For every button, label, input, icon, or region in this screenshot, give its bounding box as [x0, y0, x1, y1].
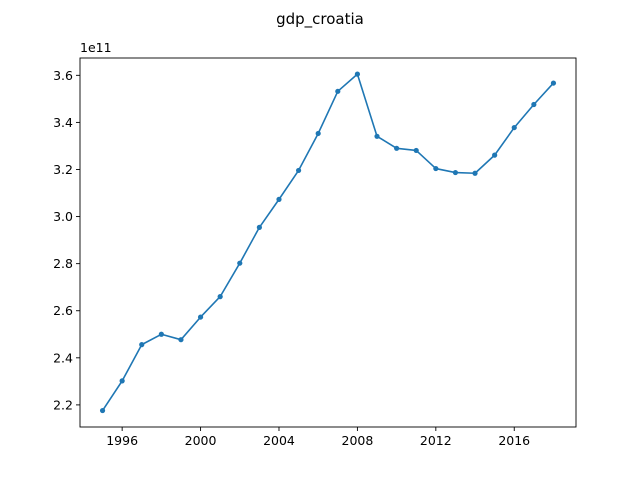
data-point [472, 170, 478, 176]
data-point [237, 260, 243, 266]
data-point [354, 71, 361, 77]
y-tick-label: 3.4 [53, 115, 73, 130]
y-tick-label: 2.8 [53, 256, 73, 271]
data-point [295, 167, 302, 174]
x-tick-label: 2000 [185, 433, 217, 448]
data-point [394, 145, 400, 151]
axes: 1996 2000 2004 2008 2012 2016 2.2 2.4 2.6 2.8 3.0 3… [53, 57, 577, 448]
data-point [433, 165, 439, 172]
data-point [413, 147, 419, 154]
data-point [550, 80, 557, 86]
data-point [178, 337, 184, 343]
x-tick-label: 2016 [498, 433, 530, 448]
data-point [99, 407, 106, 414]
data-point [276, 196, 282, 202]
series-line [101, 73, 555, 412]
data-point [217, 294, 223, 300]
y-axis-offset-label: 1e11 [80, 40, 112, 55]
chart-title: gdp_croatia [276, 10, 364, 29]
data-point [492, 152, 498, 158]
data-point [315, 130, 321, 137]
x-tick-label: 1996 [106, 433, 138, 448]
data-point [374, 133, 380, 139]
data-point [119, 378, 125, 384]
y-tick-label: 2.4 [53, 350, 73, 365]
data-point [139, 342, 145, 348]
x-tick-label: 2012 [420, 433, 452, 448]
x-tick-label: 2008 [342, 433, 374, 448]
x-tick-label: 2004 [263, 433, 295, 448]
y-tick-label: 3.0 [53, 209, 73, 224]
data-point [335, 88, 341, 94]
y-tick-label: 2.6 [53, 303, 73, 318]
data-point [511, 124, 517, 131]
y-tick-label: 2.2 [53, 397, 73, 412]
data-point [256, 224, 262, 230]
data-point [452, 169, 459, 176]
data-point [531, 101, 537, 108]
series-layer [99, 71, 557, 414]
axes-frame [79, 57, 577, 428]
y-tick-label: 3.6 [53, 68, 73, 83]
y-tick-label: 3.2 [53, 162, 73, 177]
data-point [197, 314, 204, 320]
data-point [158, 331, 164, 337]
